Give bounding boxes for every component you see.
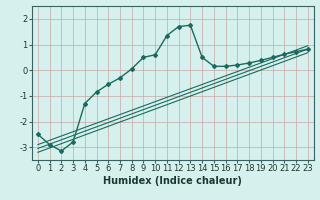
X-axis label: Humidex (Indice chaleur): Humidex (Indice chaleur)	[103, 176, 242, 186]
